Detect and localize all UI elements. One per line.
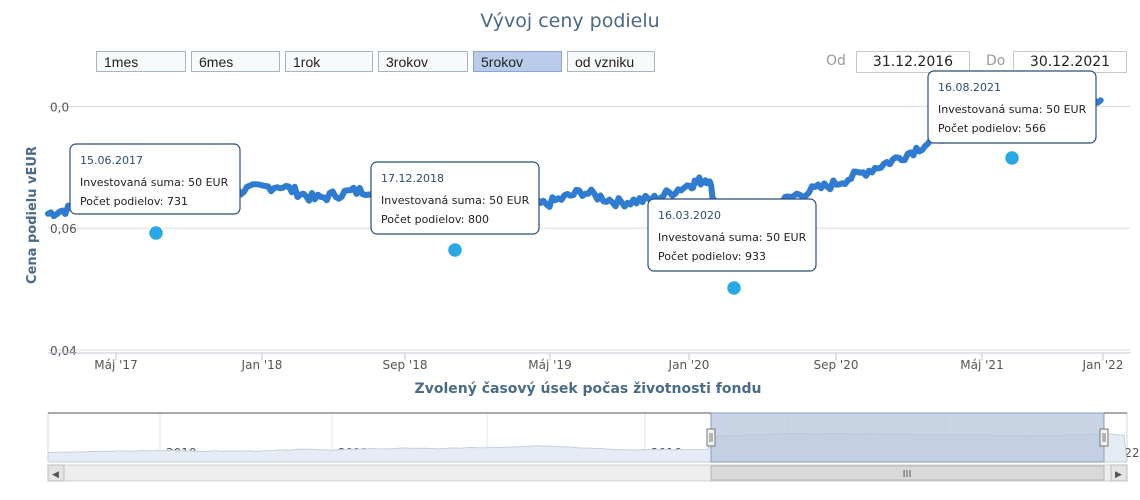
tooltip-box <box>927 70 1097 144</box>
arrow-right-icon: ▶ <box>1115 470 1122 480</box>
investment-tooltip: 15.06.2017 Investovaná suma: 50 EUR Počet … <box>69 143 241 215</box>
tooltip-invested-sum: Investovaná suma: 50 EUR <box>938 103 1087 116</box>
range-button-1mes[interactable]: 1mes <box>96 51 186 72</box>
tooltip-unit-count: Počet podielov: 566 <box>938 122 1046 135</box>
x-tick-label: Máj '19 <box>528 358 571 372</box>
investment-tooltip: 17.12.2018 Investovaná suma: 50 EUR Počet … <box>370 161 540 235</box>
date-from-label: Od <box>826 53 846 69</box>
scrollbar-right-button[interactable] <box>1110 464 1128 482</box>
range-button-6mes[interactable]: 6mes <box>191 51 280 72</box>
x-tick-label: Sep '20 <box>814 358 859 372</box>
date-to-label: Do <box>986 53 1006 69</box>
x-tick-label: Máj '17 <box>94 358 137 372</box>
tooltip-unit-count: Počet podielov: 731 <box>80 195 188 208</box>
tooltip-box <box>647 198 817 272</box>
x-tick-label: Jan '22 <box>1082 358 1124 372</box>
tooltip-invested-sum: Investovaná suma: 50 EUR <box>381 194 530 207</box>
x-tick-label: Jan '20 <box>668 358 710 372</box>
chart-title: Vývoj ceny podielu <box>480 10 660 32</box>
date-from-input[interactable]: 31.12.2016 <box>856 51 970 73</box>
tooltip-unit-count: Počet podielov: 933 <box>658 250 766 263</box>
investment-marker <box>1003 149 1021 167</box>
date-to-input[interactable]: 30.12.2021 <box>1013 51 1127 73</box>
x-tick-label: Sep '18 <box>383 358 428 372</box>
tooltip-date: 17.12.2018 <box>381 172 444 185</box>
tooltip-date: 15.06.2017 <box>80 154 143 167</box>
tooltip-box <box>370 161 540 235</box>
tooltip-box <box>69 143 241 215</box>
navigator-selection <box>710 412 1105 463</box>
tooltip-date: 16.08.2021 <box>938 81 1001 94</box>
tooltip-invested-sum: Investovaná suma: 50 EUR <box>658 231 807 244</box>
navigator-handle-left[interactable] <box>706 428 716 447</box>
investment-tooltip: 16.08.2021 Investovaná suma: 50 EUR Počet … <box>927 70 1097 144</box>
investment-marker <box>725 279 743 297</box>
y-tick-label: 0,0 <box>50 100 69 114</box>
tooltip-unit-count: Počet podielov: 800 <box>381 213 489 226</box>
range-button-3rokov[interactable]: 3rokov <box>378 51 468 72</box>
navigator-handle-right[interactable] <box>1099 428 1109 447</box>
arrow-left-icon: ◀ <box>52 470 59 480</box>
investment-tooltip: 16.03.2020 Investovaná suma: 50 EUR Počet … <box>647 198 817 272</box>
tooltip-date: 16.03.2020 <box>658 209 721 222</box>
y-tick-label: 0,06 <box>50 222 77 236</box>
scrollbar-grip: III <box>903 469 912 480</box>
tooltip-invested-sum: Investovaná suma: 50 EUR <box>80 176 229 189</box>
x-tick-label: Jan '18 <box>241 358 283 372</box>
investment-marker <box>446 241 464 259</box>
y-axis-title: Cena podielu vEUR <box>25 146 40 284</box>
range-button-5rokov[interactable]: 5rokov <box>473 51 562 72</box>
x-axis-title: Zvolený časový úsek počas životnosti fon… <box>415 381 762 397</box>
scrollbar-left-button[interactable] <box>47 464 65 482</box>
range-button-1rok[interactable]: 1rok <box>285 51 373 72</box>
investment-marker <box>147 224 165 242</box>
scrollbar-thumb[interactable] <box>710 465 1105 481</box>
x-tick-label: Máj '21 <box>960 358 1003 372</box>
y-tick-label: 0,04 <box>50 344 77 358</box>
range-button-od-vzniku[interactable]: od vzniku <box>567 51 655 72</box>
